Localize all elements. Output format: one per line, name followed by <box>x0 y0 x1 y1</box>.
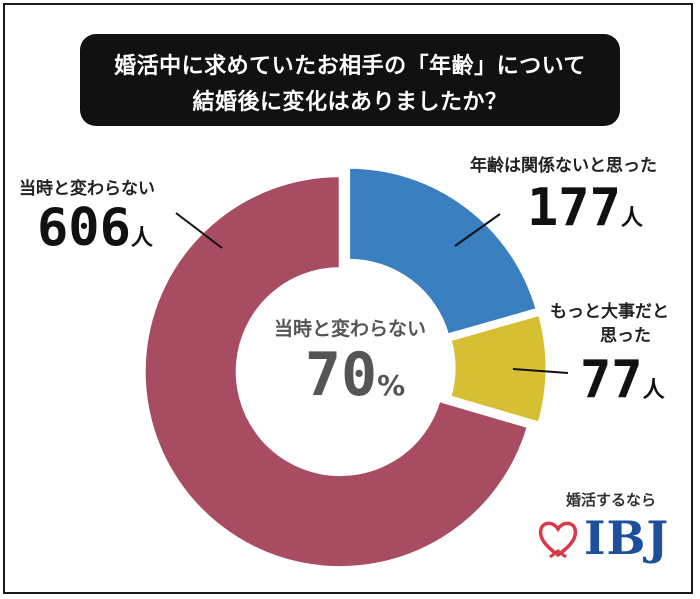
value-unchanged: 606人 <box>37 198 153 258</box>
title-box: 婚活中に求めていたお相手の「年齢」について 結婚後に変化はありましたか？ <box>80 34 620 126</box>
center-value: 70% <box>285 340 425 410</box>
chart-title-line-1: 婚活中に求めていたお相手の「年齢」について <box>114 54 586 79</box>
center-percent-value: 70 <box>304 340 378 410</box>
leader-no-matter <box>454 213 501 247</box>
value-more-important: 77人 <box>580 350 665 410</box>
label-more-important-2: 思った <box>600 326 651 346</box>
label-unchanged: 当時と変わらない <box>19 179 155 199</box>
leader-more-important <box>512 368 569 374</box>
leader-unchanged <box>175 212 223 249</box>
value-more-important-unit: 人 <box>642 378 665 403</box>
slice-unchanged <box>142 174 531 570</box>
value-unchanged-count: 606 <box>37 198 131 258</box>
label-no-matter: 年齢は関係ないと思った <box>470 156 657 176</box>
label-more-important-1: もっと大事だと <box>550 302 669 322</box>
slice-no-matter <box>347 165 539 337</box>
slice-more-important <box>447 312 549 425</box>
brand-tagline: 婚活するなら <box>566 491 657 509</box>
value-unchanged-unit: 人 <box>130 226 153 251</box>
heart-logo-icon <box>538 521 578 559</box>
brand-logo-text: IBJ <box>584 511 670 565</box>
value-no-matter-unit: 人 <box>620 206 643 231</box>
value-no-matter: 177人 <box>527 178 643 238</box>
center-percent-unit: % <box>377 369 406 402</box>
center-label: 当時と変わらない <box>273 318 426 340</box>
value-more-important-count: 77 <box>580 350 643 410</box>
chart-title-line-2: 結婚後に変化はありましたか？ <box>192 90 508 115</box>
value-no-matter-count: 177 <box>527 178 621 238</box>
